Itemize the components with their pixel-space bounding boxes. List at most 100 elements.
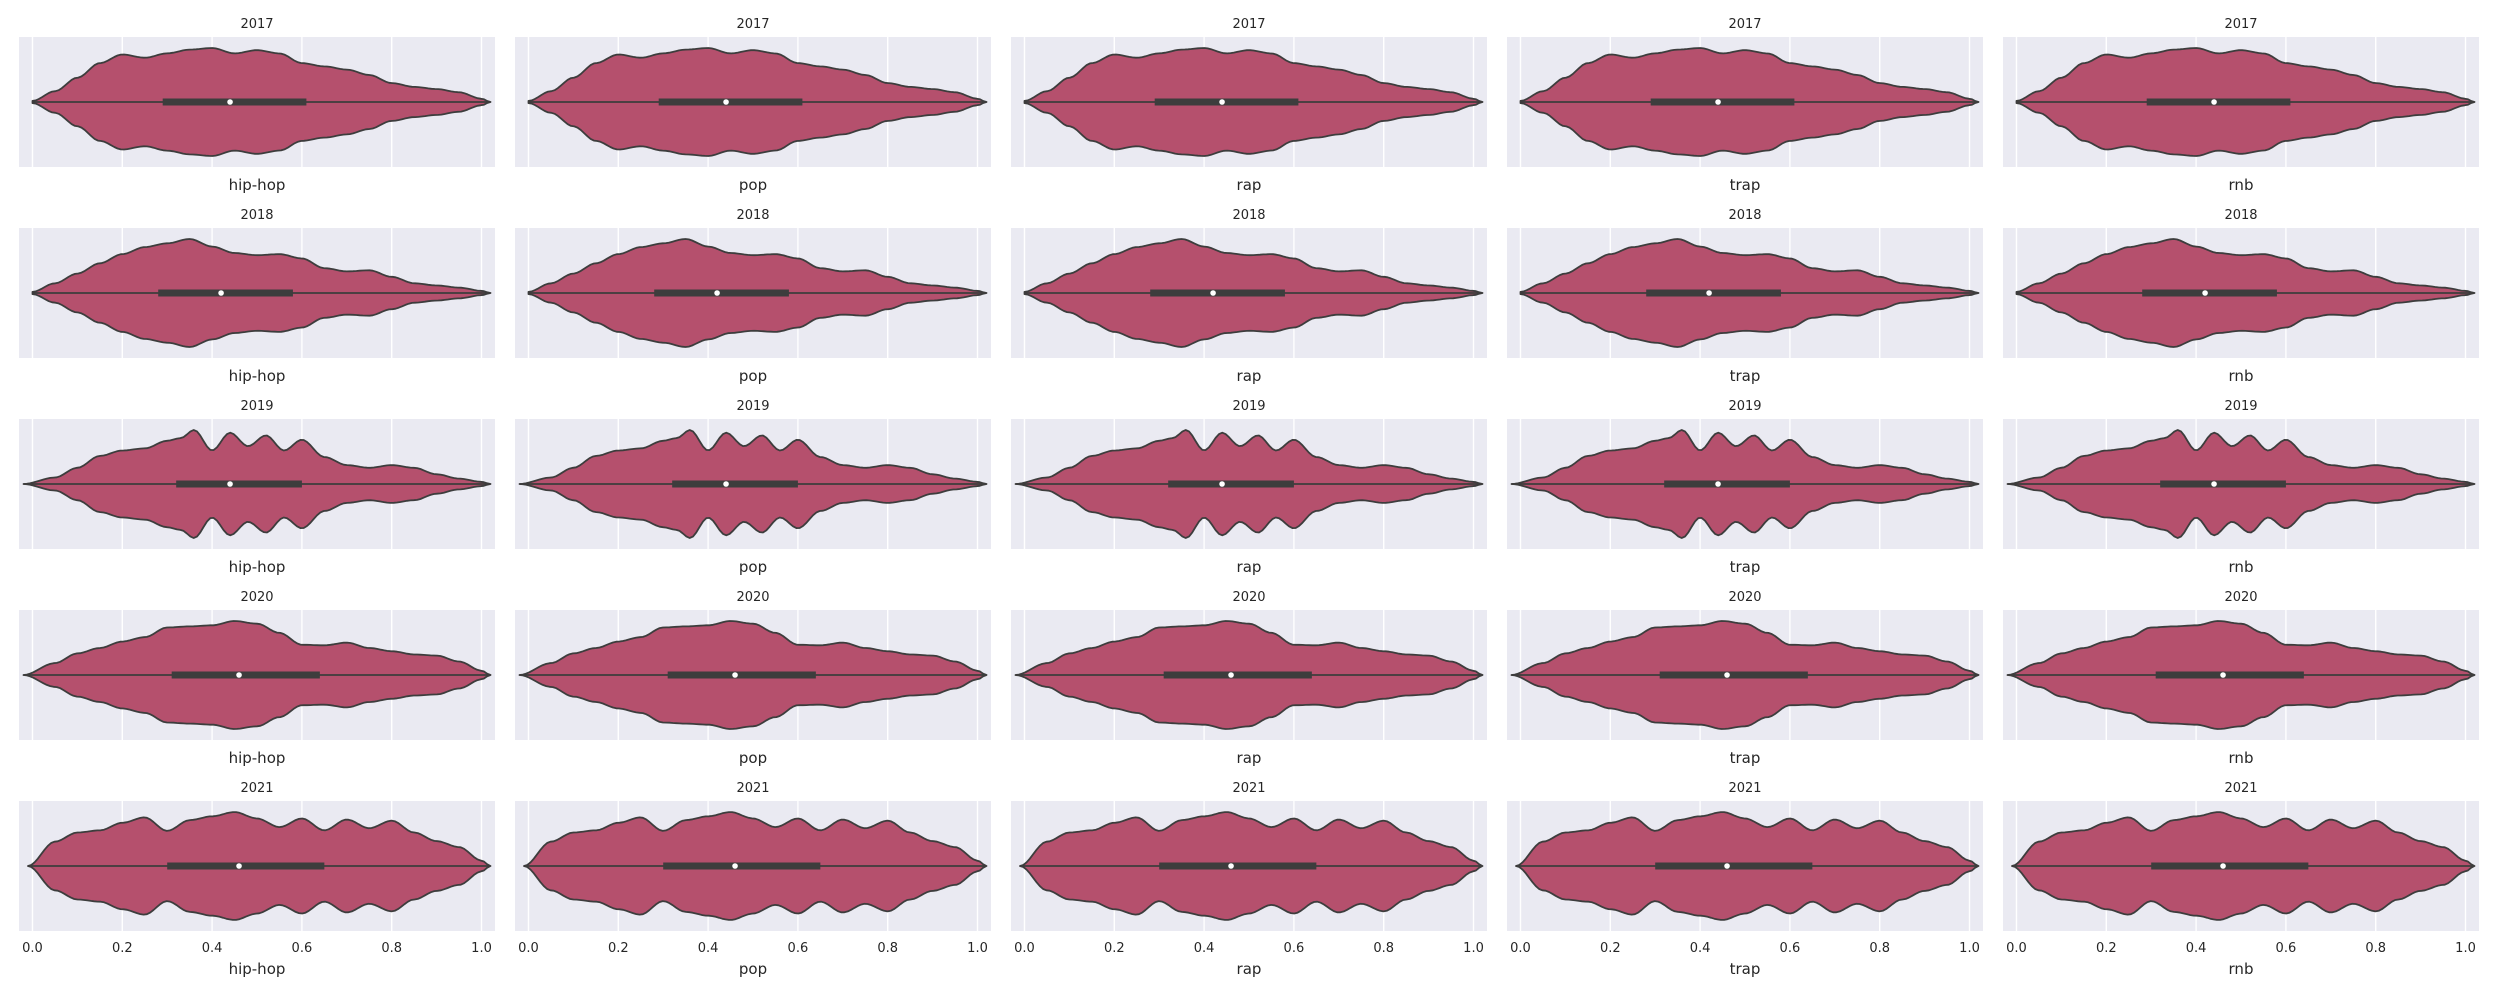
x-tick-label: 0.0 [1510, 941, 1531, 956]
iqr-box [1646, 289, 1781, 297]
median-point [1715, 481, 1721, 487]
x-axis-label: pop [739, 749, 767, 767]
subplot-2018-trap: 2018 trap [1507, 208, 1983, 385]
subplot-title: 2019 [1232, 399, 1265, 414]
x-axis-label: rap [1237, 367, 1262, 385]
subplot-title: 2019 [736, 399, 769, 414]
x-tick-label: 0.4 [1194, 941, 1215, 956]
median-point [1724, 672, 1730, 678]
x-tick-label: 0.8 [381, 941, 402, 956]
iqr-box [158, 289, 293, 297]
subplot-2017-pop: 2017 pop [515, 17, 991, 194]
x-axis-label: hip-hop [229, 960, 286, 978]
subplot-title: 2020 [1232, 590, 1265, 605]
subplot-2018-hip-hop: 2018 hip-hop [19, 208, 495, 385]
median-point [2202, 290, 2208, 296]
x-axis-label: pop [739, 367, 767, 385]
median-point [2220, 672, 2226, 678]
iqr-box [1650, 98, 1795, 106]
median-point [714, 290, 720, 296]
subplot-title: 2021 [736, 781, 769, 796]
x-tick-label: 1.0 [967, 941, 988, 956]
subplot-2020-rnb: 2020 rnb [2003, 590, 2479, 767]
median-point [1219, 481, 1225, 487]
subplot-2021-hip-hop: 2021 0.0 0.2 0.4 0.6 0.8 1.0 hip-hop [19, 781, 495, 978]
subplot-2017-rap: 2017 rap [1011, 17, 1487, 194]
subplot-2017-rnb: 2017 rnb [2003, 17, 2479, 194]
x-tick-label: 0.4 [2186, 941, 2207, 956]
x-tick-label: 0.6 [1780, 941, 1801, 956]
median-point [732, 672, 738, 678]
median-point [723, 99, 729, 105]
median-point [1228, 672, 1234, 678]
median-point [227, 99, 233, 105]
x-tick-label: 0.0 [2006, 941, 2027, 956]
x-tick-label: 0.2 [608, 941, 629, 956]
subplot-title: 2018 [736, 208, 769, 223]
x-tick-label: 0.6 [2276, 941, 2297, 956]
subplot-2018-rap: 2018 rap [1011, 208, 1487, 385]
x-axis-label: hip-hop [229, 367, 286, 385]
subplot-2020-pop: 2020 pop [515, 590, 991, 767]
subplot-2021-rnb: 2021 0.0 0.2 0.4 0.6 0.8 1.0 rnb [2003, 781, 2479, 978]
iqr-box [658, 98, 803, 106]
iqr-box [1659, 671, 1808, 679]
iqr-box [2155, 671, 2304, 679]
x-tick-label: 0.2 [2096, 941, 2117, 956]
x-tick-label: 0.8 [1869, 941, 1890, 956]
subplot-2020-trap: 2020 trap [1507, 590, 1983, 767]
x-axis-label: rap [1237, 749, 1262, 767]
subplot-title: 2017 [736, 17, 769, 32]
iqr-box [2146, 98, 2291, 106]
x-tick-label: 0.8 [1373, 941, 1394, 956]
subplot-title: 2017 [2224, 17, 2257, 32]
x-tick-label: 0.8 [2365, 941, 2386, 956]
x-tick-label: 0.2 [112, 941, 133, 956]
x-axis-label: rap [1237, 960, 1262, 978]
x-tick-label: 0.8 [877, 941, 898, 956]
iqr-box [162, 98, 307, 106]
subplot-2021-pop: 2021 0.0 0.2 0.4 0.6 0.8 1.0 pop [515, 781, 991, 978]
x-tick-label: 1.0 [2455, 941, 2476, 956]
x-axis-label: pop [739, 558, 767, 576]
iqr-box [1154, 98, 1299, 106]
subplot-title: 2020 [2224, 590, 2257, 605]
subplot-title: 2017 [1232, 17, 1265, 32]
median-point [1724, 863, 1730, 869]
subplot-2021-rap: 2021 0.0 0.2 0.4 0.6 0.8 1.0 rap [1011, 781, 1487, 978]
x-axis-label: rnb [2229, 749, 2254, 767]
median-point [2211, 481, 2217, 487]
x-axis-label: trap [1730, 960, 1761, 978]
x-tick-label: 1.0 [1463, 941, 1484, 956]
median-point [1706, 290, 1712, 296]
x-axis-label: rnb [2229, 558, 2254, 576]
x-tick-label: 1.0 [471, 941, 492, 956]
iqr-box [167, 862, 325, 870]
iqr-box [2151, 862, 2309, 870]
subplot-title: 2021 [1728, 781, 1761, 796]
iqr-box [654, 289, 789, 297]
median-point [1219, 99, 1225, 105]
x-axis-label: rap [1237, 176, 1262, 194]
subplot-2019-rnb: 2019 rnb [2003, 399, 2479, 576]
subplot-2017-hip-hop: 2017 hip-hop [19, 17, 495, 194]
subplot-title: 2017 [1728, 17, 1761, 32]
subplot-2019-pop: 2019 pop [515, 399, 991, 576]
median-point [732, 863, 738, 869]
iqr-box [672, 480, 798, 488]
iqr-box [1159, 862, 1317, 870]
x-axis-label: trap [1730, 749, 1761, 767]
subplot-title: 2017 [240, 17, 273, 32]
subplot-title: 2021 [1232, 781, 1265, 796]
subplot-2019-trap: 2019 trap [1507, 399, 1983, 576]
subplot-2021-trap: 2021 0.0 0.2 0.4 0.6 0.8 1.0 trap [1507, 781, 1983, 978]
x-tick-label: 0.6 [1284, 941, 1305, 956]
iqr-box [663, 862, 821, 870]
x-tick-label: 0.4 [202, 941, 223, 956]
median-point [236, 672, 242, 678]
iqr-box [667, 671, 816, 679]
iqr-box [1163, 671, 1312, 679]
subplot-title: 2020 [1728, 590, 1761, 605]
iqr-box [1168, 480, 1294, 488]
iqr-box [1150, 289, 1285, 297]
